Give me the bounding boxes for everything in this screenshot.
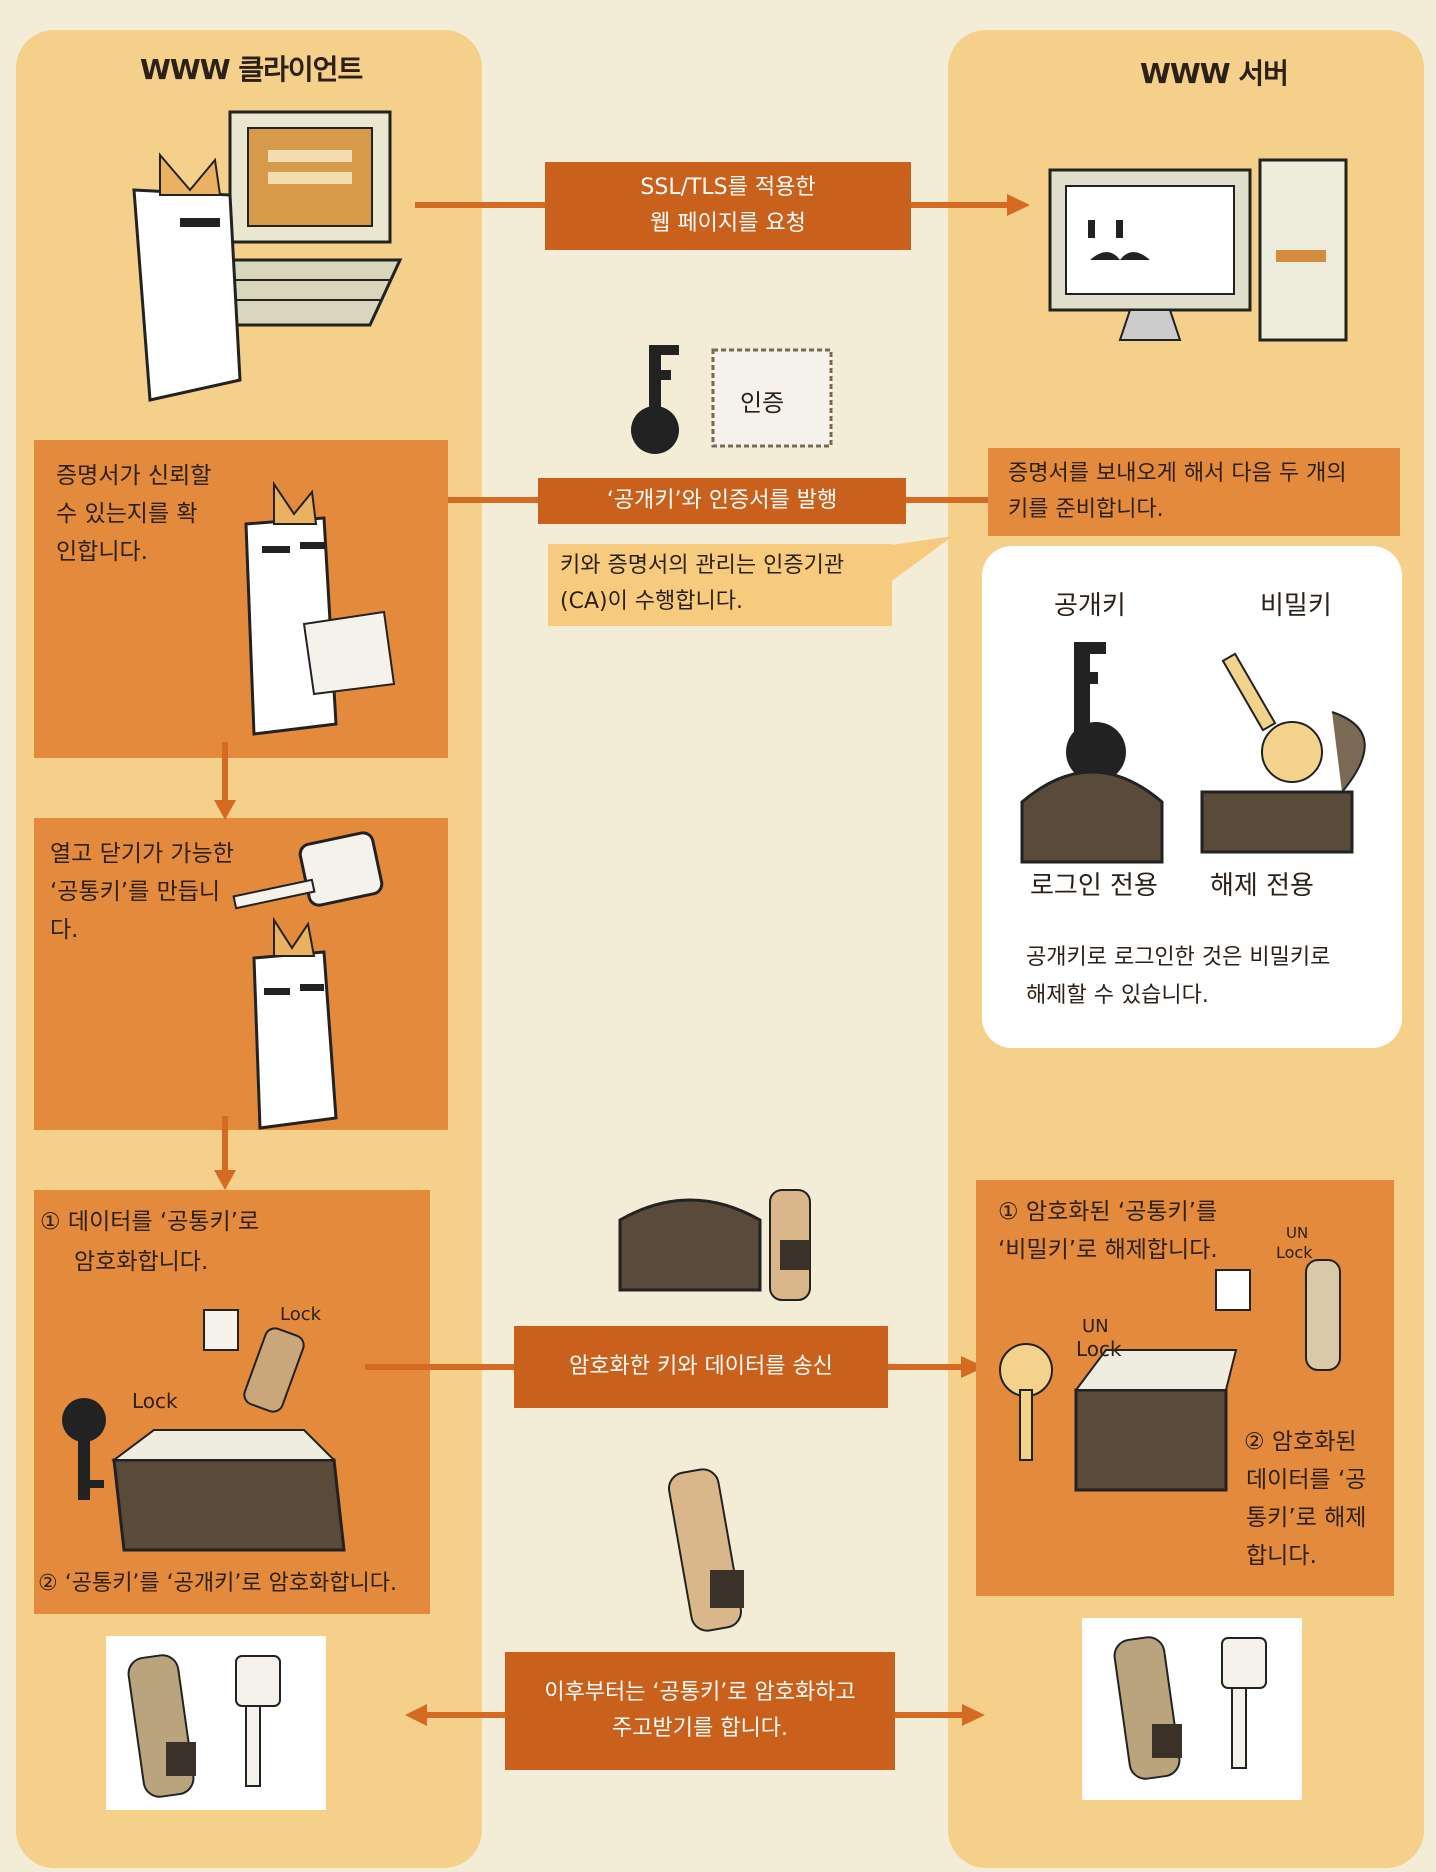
unlock-doodle-bottom-1: Lock bbox=[1076, 1337, 1122, 1361]
encrypted-package-illustration bbox=[618, 1189, 811, 1301]
client-encrypt-step1b: 암호화합니다. bbox=[74, 1249, 209, 1275]
server-decrypt-step1b: ‘비밀키’로 해제합니다. bbox=[998, 1237, 1218, 1263]
public-key-label: 공개키 bbox=[1054, 591, 1126, 621]
center-lock-illustration bbox=[668, 1468, 744, 1632]
unlock-doodle-top-2: UN bbox=[1286, 1224, 1308, 1242]
after-label-line1: 이후부터는 ‘공통키’로 암호화하고 bbox=[544, 1680, 856, 1705]
client-down-arrow-2 bbox=[214, 1116, 236, 1190]
client-result-box bbox=[106, 1636, 326, 1810]
private-use-label: 해제 전용 bbox=[1210, 871, 1314, 901]
certificate-stamp-text: 인증 bbox=[740, 389, 785, 417]
server-decrypt-step1a: ① 암호화된 ‘공통키’를 bbox=[998, 1199, 1218, 1225]
server-prepare-line1: 증명서를 보내오게 해서 다음 두 개의 bbox=[1008, 461, 1347, 486]
client-encrypt-step2: ② ‘공통키’를 ‘공개키’로 암호화합니다. bbox=[38, 1571, 398, 1596]
ca-note-pointer bbox=[885, 536, 953, 586]
client-verify-line1: 증명서가 신뢰할 bbox=[56, 463, 212, 489]
send-label-text: 암호화한 키와 데이터를 송신 bbox=[569, 1354, 833, 1379]
client-title: WWW 클라이언트 bbox=[140, 53, 363, 86]
server-decrypt-box: ① 암호화된 ‘공통키’를 ‘비밀키’로 해제합니다. ② 암호화된 데이터를 … bbox=[976, 1180, 1394, 1596]
issue-label: ‘공개키’와 인증서를 발행 bbox=[538, 478, 906, 524]
server-keys-panel: 공개키 비밀키 로그인 전용 해제 전용 공개키로 로그인한 것은 비밀키로 해… bbox=[982, 546, 1402, 1048]
ca-note-line2: (CA)이 수행합니다. bbox=[560, 589, 744, 614]
request-label: SSL/TLS를 적용한 웹 페이지를 요청 bbox=[545, 162, 911, 250]
public-key-certificate-illustration bbox=[631, 345, 833, 454]
ca-note: 키와 증명서의 관리는 인증기관 (CA)이 수행합니다. bbox=[548, 544, 892, 626]
client-common-key-lock-illustration bbox=[127, 1654, 281, 1798]
server-keys-note-line1: 공개키로 로그인한 것은 비밀키로 bbox=[1026, 945, 1331, 970]
client-make-key-line3: 다. bbox=[50, 917, 79, 943]
client-verify-box: 증명서가 신뢰할 수 있는지를 확 인합니다. bbox=[34, 440, 448, 758]
character-reading-certificate bbox=[244, 480, 396, 736]
server-keys-note-line2: 해제할 수 있습니다. bbox=[1026, 983, 1209, 1008]
ca-note-line1: 키와 증명서의 관리는 인증기관 bbox=[560, 553, 845, 578]
client-encrypt-step1: ① 데이터를 ‘공통키’로 bbox=[40, 1209, 260, 1235]
after-label: 이후부터는 ‘공통키’로 암호화하고 주고받기를 합니다. bbox=[505, 1652, 895, 1770]
client-make-key-line2: ‘공통키’를 만듭니 bbox=[50, 879, 221, 905]
client-encrypt-box: ① 데이터를 ‘공통키’로 암호화합니다. ② ‘공통키’를 ‘공개키’로 암호… bbox=[34, 1190, 430, 1614]
client-make-key-box: 열고 닫기가 가능한 ‘공통키’를 만듭니 다. bbox=[34, 818, 448, 1130]
unlock-doodle-bottom-2: Lock bbox=[1276, 1243, 1313, 1262]
unlock-doodle-top-1: UN bbox=[1082, 1316, 1109, 1337]
server-computer-illustration bbox=[1048, 158, 1348, 342]
server-prepare-box: 증명서를 보내오게 해서 다음 두 개의 키를 준비합니다. bbox=[988, 448, 1400, 536]
after-label-line2: 주고받기를 합니다. bbox=[612, 1716, 788, 1741]
server-decrypt-step2a: ② 암호화된 bbox=[1244, 1429, 1357, 1455]
server-keys-illustration bbox=[1020, 642, 1366, 864]
lock-doodle-text-1: Lock bbox=[132, 1389, 178, 1413]
server-result-box bbox=[1082, 1618, 1302, 1800]
private-key-label: 비밀키 bbox=[1260, 591, 1332, 621]
lock-doodle-text-2: Lock bbox=[280, 1304, 322, 1325]
server-decrypt-step2d: 합니다. bbox=[1246, 1543, 1317, 1569]
server-prepare-line2: 키를 준비합니다. bbox=[1008, 497, 1164, 522]
server-decrypt-step2b: 데이터를 ‘공 bbox=[1246, 1467, 1367, 1493]
server-decrypt-illustration: UN Lock UN Lock bbox=[999, 1224, 1341, 1492]
server-title: WWW 서버 bbox=[1140, 57, 1289, 90]
public-use-label: 로그인 전용 bbox=[1030, 871, 1158, 901]
request-label-line2: 웹 페이지를 요청 bbox=[650, 211, 806, 236]
send-label: 암호화한 키와 데이터를 송신 bbox=[514, 1326, 888, 1408]
client-down-arrow-1 bbox=[214, 742, 236, 820]
client-encrypt-illustration: Lock Lock bbox=[62, 1304, 346, 1552]
client-computer-illustration bbox=[132, 110, 403, 402]
server-decrypt-step2c: 통키’로 해제 bbox=[1246, 1505, 1367, 1531]
character-holding-common-key bbox=[232, 831, 384, 1130]
client-verify-line2: 수 있는지를 확 bbox=[56, 501, 198, 527]
client-verify-line3: 인합니다. bbox=[56, 539, 148, 565]
request-label-line1: SSL/TLS를 적용한 bbox=[640, 175, 816, 200]
issue-label-text: ‘공개키’와 인증서를 발행 bbox=[606, 488, 838, 513]
client-make-key-line1: 열고 닫기가 가능한 bbox=[50, 841, 234, 867]
server-common-key-lock-illustration bbox=[1113, 1636, 1267, 1780]
